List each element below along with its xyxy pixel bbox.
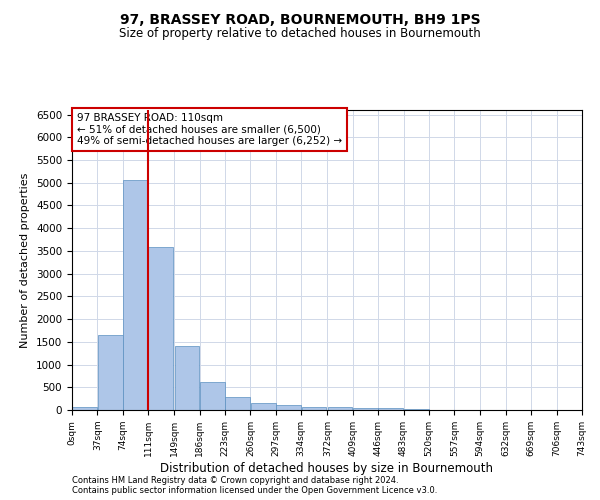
Bar [123, 180, 148, 410]
Bar [98, 335, 122, 410]
Bar [404, 409, 428, 410]
Bar [226, 396, 250, 410]
Bar [328, 407, 352, 410]
Bar [148, 247, 173, 410]
Bar [200, 382, 225, 410]
Text: Contains HM Land Registry data © Crown copyright and database right 2024.: Contains HM Land Registry data © Crown c… [72, 476, 398, 485]
Bar [72, 406, 97, 410]
Bar [251, 403, 275, 410]
Text: Size of property relative to detached houses in Bournemouth: Size of property relative to detached ho… [119, 28, 481, 40]
Y-axis label: Number of detached properties: Number of detached properties [20, 172, 31, 348]
Text: Contains public sector information licensed under the Open Government Licence v3: Contains public sector information licen… [72, 486, 437, 495]
Bar [175, 346, 199, 410]
Bar [276, 405, 301, 410]
X-axis label: Distribution of detached houses by size in Bournemouth: Distribution of detached houses by size … [161, 462, 493, 474]
Text: 97, BRASSEY ROAD, BOURNEMOUTH, BH9 1PS: 97, BRASSEY ROAD, BOURNEMOUTH, BH9 1PS [119, 12, 481, 26]
Bar [302, 406, 326, 410]
Bar [379, 408, 403, 410]
Bar [353, 408, 378, 410]
Text: 97 BRASSEY ROAD: 110sqm
← 51% of detached houses are smaller (6,500)
49% of semi: 97 BRASSEY ROAD: 110sqm ← 51% of detache… [77, 113, 342, 146]
